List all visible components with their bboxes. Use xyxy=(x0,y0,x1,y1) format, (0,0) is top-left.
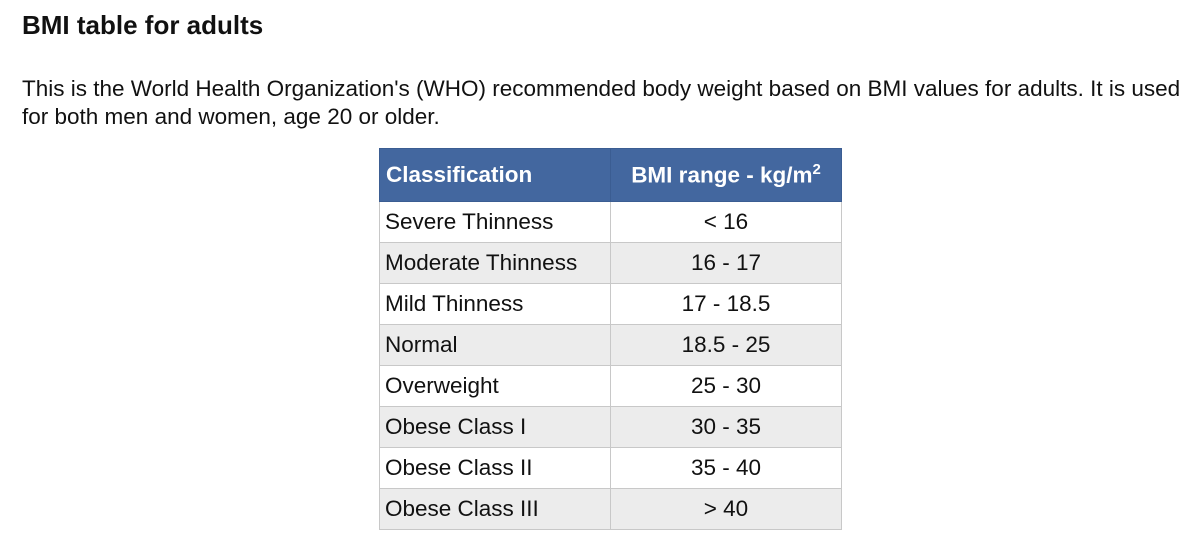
bmi-table: Classification BMI range - kg/m2 Severe … xyxy=(379,148,842,530)
column-header: BMI range - kg/m2 xyxy=(610,148,842,202)
range-cell: < 16 xyxy=(610,201,842,243)
classification-cell: Normal xyxy=(379,324,611,366)
superscript: 2 xyxy=(812,161,821,179)
classification-cell: Obese Class II xyxy=(379,447,611,489)
page-title: BMI table for adults xyxy=(22,10,264,40)
classification-cell: Obese Class I xyxy=(379,406,611,448)
table-row: Obese Class I 30 - 35 xyxy=(379,406,842,448)
table-row: Severe Thinness < 16 xyxy=(379,201,842,243)
classification-cell: Obese Class III xyxy=(379,488,611,530)
classification-cell: Mild Thinness xyxy=(379,283,611,325)
range-cell: 25 - 30 xyxy=(610,365,842,407)
intro-text: This is the World Health Organization's … xyxy=(22,76,1181,129)
header-row: Classification BMI range - kg/m2 xyxy=(379,148,842,202)
table-row: Moderate Thinness 16 - 17 xyxy=(379,242,842,284)
table-row: Obese Class III > 40 xyxy=(379,488,842,530)
table-body: Severe Thinness < 16 Moderate Thinness 16 -… xyxy=(379,201,842,530)
range-cell: 16 - 17 xyxy=(610,242,842,284)
column-header-text: BMI range - kg/m xyxy=(631,162,813,188)
table-row: Normal 18.5 - 25 xyxy=(379,324,842,366)
table-row: Overweight 25 - 30 xyxy=(379,365,842,407)
table-row: Mild Thinness 17 - 18.5 xyxy=(379,283,842,325)
column-header: Classification xyxy=(379,148,611,202)
range-cell: > 40 xyxy=(610,488,842,530)
range-cell: 18.5 - 25 xyxy=(610,324,842,366)
range-cell: 17 - 18.5 xyxy=(610,283,842,325)
classification-cell: Severe Thinness xyxy=(379,201,611,243)
classification-cell: Moderate Thinness xyxy=(379,242,611,284)
range-cell: 30 - 35 xyxy=(610,406,842,448)
classification-cell: Overweight xyxy=(379,365,611,407)
table-row: Obese Class II 35 - 40 xyxy=(379,447,842,489)
range-cell: 35 - 40 xyxy=(610,447,842,489)
table-header: Classification BMI range - kg/m2 xyxy=(379,148,842,202)
